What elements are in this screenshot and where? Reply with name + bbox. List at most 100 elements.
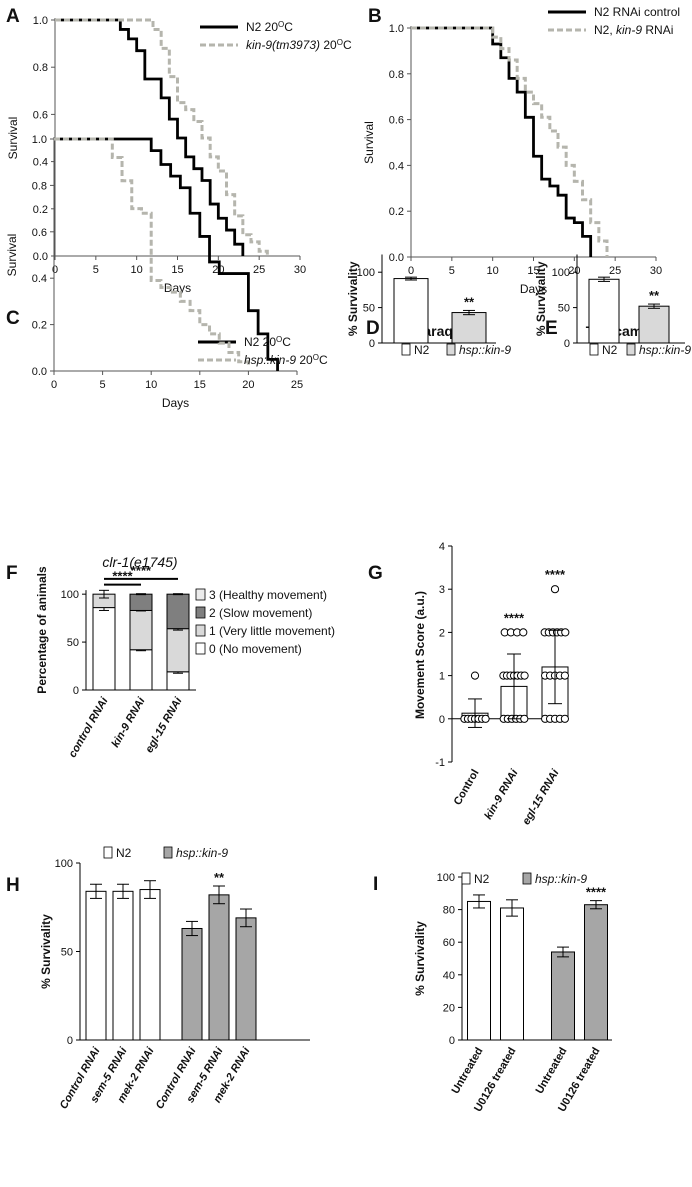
y-axis-title: Percentage of animals bbox=[35, 566, 49, 694]
legend-label: hsp::kin-9 bbox=[459, 343, 511, 357]
stacked-bar-segment bbox=[166, 628, 190, 673]
legend-swatch bbox=[163, 846, 173, 859]
bar bbox=[85, 890, 107, 1041]
bar bbox=[181, 927, 203, 1041]
survival-curve-dashed bbox=[411, 26, 609, 257]
legend-swatch bbox=[195, 624, 206, 637]
legend-label-part: N2 20 bbox=[244, 335, 276, 349]
legend-label-part: C bbox=[284, 20, 293, 34]
y-tick-label: 0.2 bbox=[33, 204, 48, 216]
panel-label: D bbox=[366, 318, 380, 339]
legend-label: N2 bbox=[414, 343, 430, 357]
legend-swatch bbox=[626, 343, 636, 356]
legend-swatch bbox=[589, 343, 599, 356]
legend-label: N2 20OC bbox=[246, 20, 293, 35]
bar bbox=[551, 951, 575, 1041]
legend-label-part: RNAi bbox=[642, 23, 673, 37]
category-label: Untreated bbox=[534, 1046, 570, 1096]
panel-label: C bbox=[6, 308, 20, 329]
stacked-bar-segment bbox=[166, 671, 190, 691]
panel-a: A 0 5 10 15 20 25 30 0.0 0.2 0.4 0.6 0.8 1.0 Days Survi… bbox=[6, 6, 352, 295]
legend-label: 1 (Very little movement) bbox=[209, 624, 335, 638]
bar bbox=[467, 900, 491, 1041]
legend-swatch bbox=[522, 872, 532, 885]
y-tick-label: 20 bbox=[443, 1002, 455, 1014]
legend-label: 0 (No movement) bbox=[209, 642, 302, 656]
significance-stars: ** bbox=[214, 870, 225, 885]
y-tick-label: -1 bbox=[435, 757, 445, 769]
x-tick-label: 20 bbox=[242, 379, 254, 391]
x-tick-label: 0 bbox=[51, 379, 57, 391]
y-tick-label: 0.0 bbox=[33, 251, 48, 263]
y-tick-label: 1.0 bbox=[32, 134, 47, 146]
category-label: egl-15 RNAi bbox=[143, 695, 185, 755]
panel-label: F bbox=[6, 563, 18, 584]
legend-swatch bbox=[195, 588, 206, 601]
y-tick-label: 0.4 bbox=[389, 160, 404, 172]
legend-label-part: N2 bbox=[474, 872, 490, 886]
legend-label: hsp::kin-9 bbox=[535, 872, 587, 886]
survival-curve-solid bbox=[55, 18, 245, 256]
legend-label-part: C bbox=[282, 335, 291, 349]
x-tick-label: 0 bbox=[408, 265, 414, 277]
bar bbox=[112, 890, 134, 1041]
y-tick-label: 0.6 bbox=[33, 109, 48, 121]
x-tick-label: 30 bbox=[650, 265, 662, 277]
y-axis-title: % Survivality bbox=[346, 261, 360, 336]
legend-label: N2 bbox=[602, 343, 618, 357]
category-label: kin-9 RNAi bbox=[482, 767, 521, 822]
x-tick-label: 5 bbox=[449, 265, 455, 277]
significance-stars: **** bbox=[586, 885, 607, 900]
bar bbox=[500, 907, 524, 1041]
panel-label: E bbox=[545, 318, 558, 339]
y-tick-label: 0.2 bbox=[389, 206, 404, 218]
x-tick-label: 25 bbox=[609, 265, 621, 277]
y-tick-label: 60 bbox=[443, 937, 455, 949]
survival-curve-dashed bbox=[54, 137, 250, 367]
y-axis-title: Survival bbox=[5, 234, 19, 277]
panel-label: I bbox=[373, 874, 378, 895]
legend-label: N2, kin-9 RNAi bbox=[594, 23, 673, 37]
y-tick-label: 80 bbox=[443, 905, 455, 917]
legend-label-part: N2 20 bbox=[246, 20, 278, 34]
survival-curve-solid bbox=[411, 26, 593, 257]
category-label: control RNAi bbox=[67, 695, 111, 760]
y-axis-title: % Survivality bbox=[39, 914, 53, 989]
legend-label-part: kin-9(tm3973) bbox=[246, 38, 320, 52]
y-tick-label: 50 bbox=[61, 947, 73, 959]
y-tick-label: 1.0 bbox=[33, 15, 48, 27]
significance-stars: ** bbox=[649, 288, 660, 303]
legend-label-part: hsp::kin-9 bbox=[244, 353, 296, 367]
legend-swatch bbox=[195, 642, 206, 655]
stacked-bar-segment bbox=[166, 593, 190, 630]
x-tick-label: 25 bbox=[253, 264, 265, 276]
y-tick-label: 0 bbox=[67, 1035, 73, 1047]
significance-stars: **** bbox=[504, 610, 525, 625]
y-tick-label: 0.8 bbox=[33, 62, 48, 74]
legend-label-part: hsp::kin-9 bbox=[176, 846, 228, 860]
y-tick-label: 100 bbox=[55, 858, 73, 870]
bar bbox=[208, 894, 230, 1041]
x-tick-label: 15 bbox=[171, 264, 183, 276]
panel-g: G -1 0 1 2 3 4 Movement Score (a.u.) Control ****… bbox=[368, 541, 570, 827]
panel-title: clr-1(e1745) bbox=[102, 554, 177, 570]
legend-swatch bbox=[103, 846, 113, 859]
legend-label-part: N2 bbox=[116, 846, 132, 860]
x-tick-label: 10 bbox=[131, 264, 143, 276]
y-tick-label: 50 bbox=[558, 303, 570, 315]
y-tick-label: 50 bbox=[363, 303, 375, 315]
x-axis-title: Days bbox=[162, 396, 189, 410]
legend-label-part: hsp::kin-9 bbox=[639, 343, 691, 357]
y-tick-label: 0.4 bbox=[32, 273, 47, 285]
legend-label: N2 bbox=[116, 846, 132, 860]
y-tick-label: 100 bbox=[357, 267, 375, 279]
survival-curve-solid bbox=[54, 137, 279, 371]
legend-label-part: C bbox=[319, 353, 328, 367]
y-axis-title: Movement Score (a.u.) bbox=[413, 591, 427, 719]
legend-swatch bbox=[446, 343, 456, 356]
data-point bbox=[520, 671, 529, 680]
